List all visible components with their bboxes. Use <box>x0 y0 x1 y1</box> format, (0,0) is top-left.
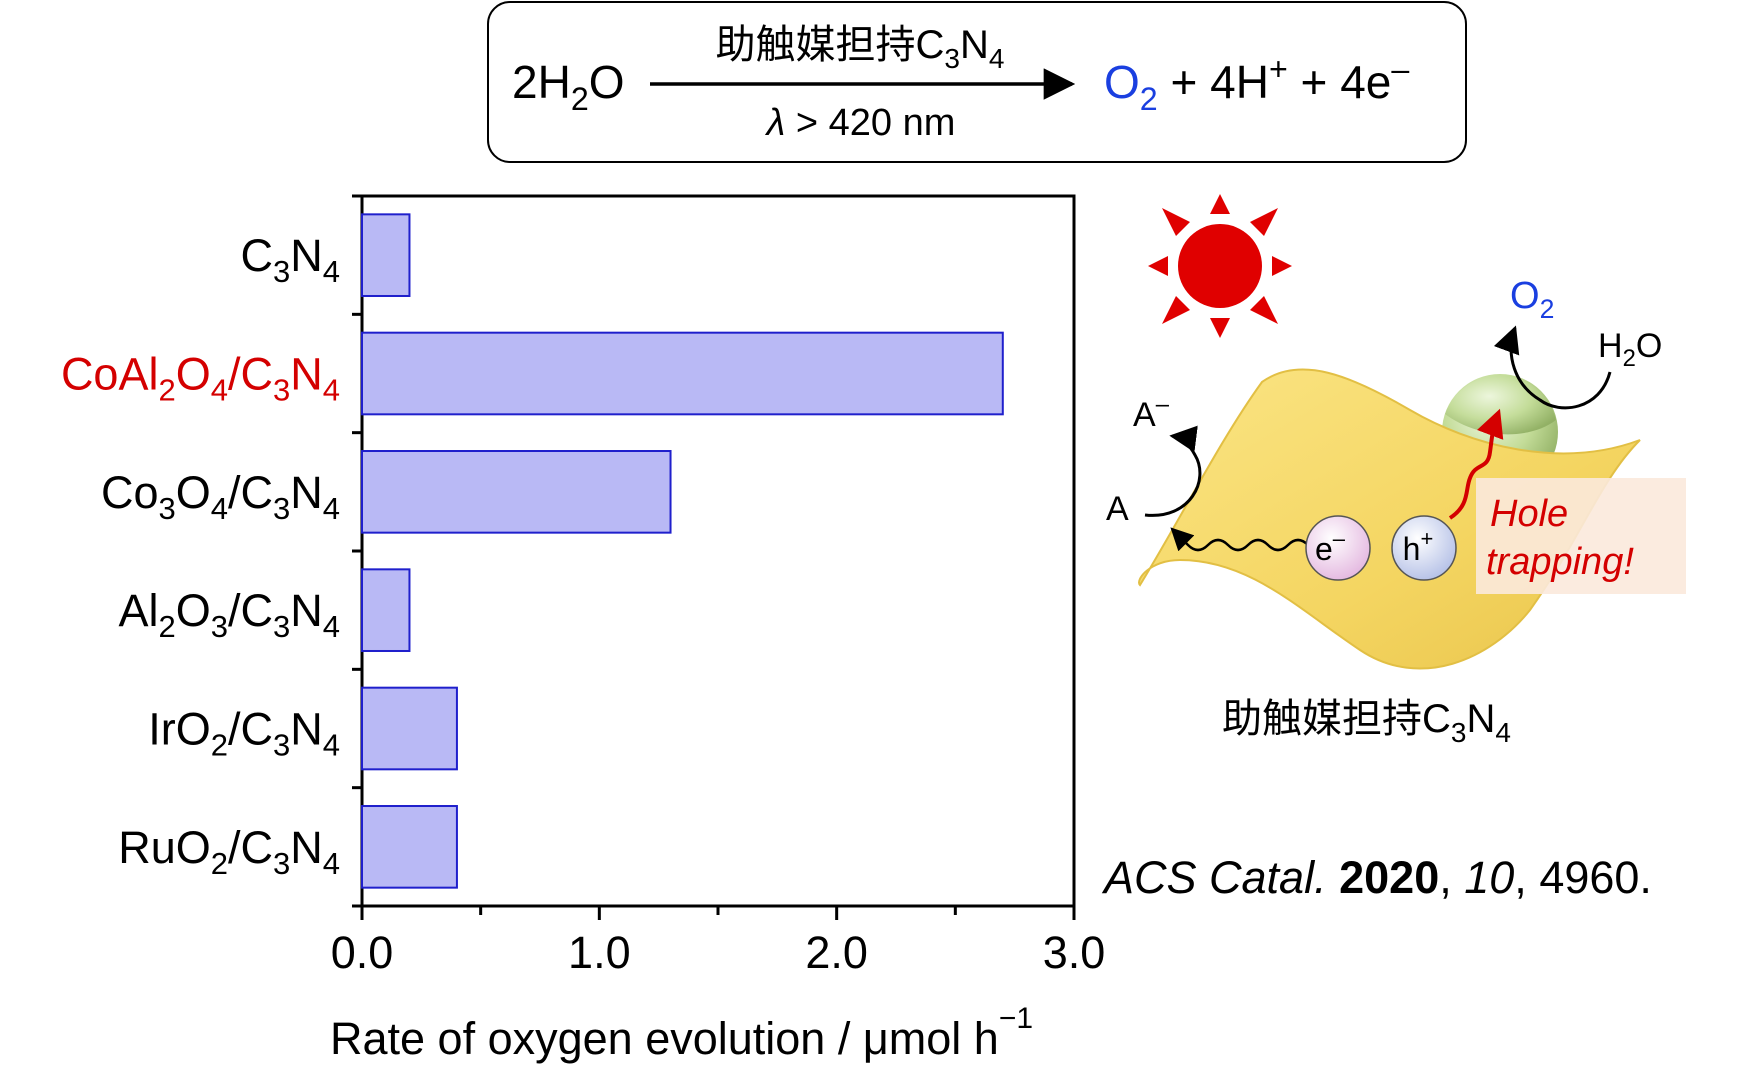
scheme-o2: O2 <box>1510 275 1554 324</box>
hole-particle: h+ <box>1391 515 1457 581</box>
plot-frame <box>360 194 1076 908</box>
category-label-3: Al2O3/C3N4 <box>118 585 340 644</box>
electron-particle: e– <box>1305 515 1371 581</box>
citation: ACS Catal. 2020, 10, 4960. <box>1101 852 1652 903</box>
x-tick-label-0: 0.0 <box>331 927 394 978</box>
hole-trapping-label: Hole trapping! <box>1486 493 1634 583</box>
scheme-caption: 助触媒担持C3N4 <box>1222 697 1511 748</box>
x-tick-label-1: 1.0 <box>568 927 631 978</box>
svg-text:e–: e– <box>1315 526 1346 567</box>
bar-2 <box>361 450 672 534</box>
acceptor-reduction-arrow <box>1144 425 1202 517</box>
scheme-a-minus: A– <box>1133 391 1170 434</box>
product-o2: O2 <box>1104 56 1158 117</box>
equation-condition-bottom: λ > 420 nm <box>765 102 956 144</box>
equation-condition-top: 助触媒担持C3N4 <box>716 23 1005 74</box>
bar-chart: C3N4 CoAl2O4/C3N4 Co3O4/C3N4 Al2O3/C3N4 IrO2… <box>61 194 1106 1064</box>
bar-4 <box>361 686 458 771</box>
hole-transfer-arrow <box>1448 408 1504 520</box>
equation-products: O2 + 4H+ + 4e– <box>1104 51 1409 117</box>
category-label-1: CoAl2O4/C3N4 <box>61 349 340 408</box>
equation-box <box>487 1 1467 163</box>
category-label-2: Co3O4/C3N4 <box>101 467 340 526</box>
svg-text:h+: h+ <box>1403 526 1434 567</box>
mechanism-scheme: O2 H2O A– A e– h+ Hole trapping! <box>1106 194 1686 748</box>
water-oxidation-arrow <box>1493 325 1612 410</box>
reaction-equation: 2H2O 助触媒担持C3N4 λ > 420 nm O2 + 4H+ + 4e– <box>487 1 1467 163</box>
scheme-h2o: H2O <box>1598 327 1662 372</box>
bar-1 <box>361 331 1004 416</box>
electron-transfer-path <box>1170 527 1309 552</box>
equation-reactant: 2H2O <box>512 56 625 117</box>
x-tick-label-2: 2.0 <box>805 927 868 978</box>
scheme-a: A <box>1106 490 1129 528</box>
category-label-5: RuO2/C3N4 <box>118 822 340 881</box>
category-label-4: IrO2/C3N4 <box>148 704 340 763</box>
bar-3 <box>361 568 411 652</box>
hole-trapping-highlight <box>1476 478 1686 594</box>
x-tick-label-3: 3.0 <box>1043 927 1106 978</box>
x-axis-label: Rate of oxygen evolution / μmol h−1 <box>330 1002 1033 1064</box>
category-label-0: C3N4 <box>241 230 341 289</box>
bar-5 <box>361 805 458 889</box>
sun-icon <box>1148 194 1292 338</box>
bar-0 <box>361 213 411 297</box>
